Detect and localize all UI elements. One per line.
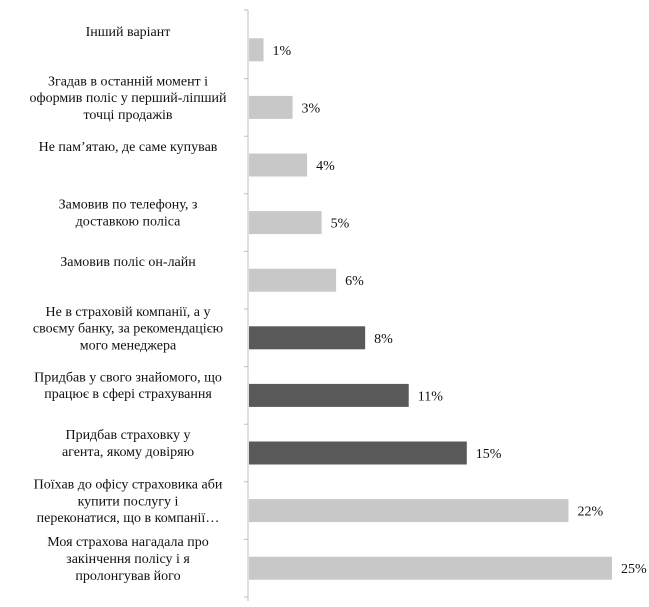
category-label-8: Придбав страховку у агента, якому довіряю — [62, 428, 194, 460]
category-label-line: своєму банку, за рекомендацією — [33, 322, 223, 337]
data-label-4: 5% — [331, 217, 350, 232]
data-label-2: 3% — [302, 101, 321, 116]
category-label-line: переконатися, що в компанії… — [37, 511, 220, 526]
category-label-6: Не в страховій компанії, а у своєму банку… — [33, 305, 223, 354]
category-label-line: агента, якому довіряю — [62, 445, 194, 460]
data-label-6: 8% — [374, 332, 393, 347]
category-label-line: Поїхав до офісу страховика аби — [34, 478, 223, 493]
data-label-3: 4% — [316, 159, 335, 174]
category-label-9: Поїхав до офісу страховика аби купити пос… — [34, 478, 223, 527]
data-label-7: 11% — [418, 389, 443, 404]
bar-2 — [249, 95, 293, 119]
category-label-5: Замовив поліс он-лайн — [60, 255, 196, 270]
category-label-line: закінчення полісу і я — [66, 552, 190, 567]
category-label-line: Інший варіант — [86, 25, 171, 40]
bar-6 — [249, 326, 366, 350]
data-label-10: 25% — [621, 562, 647, 577]
category-label-line: Згадав в останній момент і — [48, 74, 208, 89]
bars-layer — [249, 38, 612, 580]
category-label-line: Замовив поліс он-лайн — [60, 255, 196, 270]
bar-10 — [249, 556, 612, 580]
bar-3 — [249, 153, 308, 177]
category-label-line: пролонгував його — [75, 569, 180, 584]
category-label-line: точці продажів — [83, 108, 172, 123]
category-label-3: Не пам’ятаю, де саме купував — [39, 140, 218, 155]
bar-4 — [249, 211, 322, 235]
category-labels-layer: Інший варіант Згадав в останній момент і о… — [30, 25, 227, 584]
bar-9 — [249, 499, 569, 523]
data-label-5: 6% — [345, 274, 364, 289]
data-label-8: 15% — [476, 447, 502, 462]
data-label-9: 22% — [577, 505, 603, 520]
category-label-line: мого менеджера — [80, 338, 177, 353]
category-label-line: Не пам’ятаю, де саме купував — [39, 140, 218, 155]
bar-5 — [249, 268, 337, 292]
category-label-10: Моя страхова нагадала про закінчення полі… — [47, 535, 208, 584]
category-label-line: Придбав страховку у — [65, 428, 190, 443]
category-label-line: купити послугу і — [78, 494, 179, 509]
category-label-line: оформив поліс у перший-ліпший — [30, 91, 227, 106]
category-label-2: Згадав в останній момент і оформив поліс … — [30, 74, 227, 123]
category-label-1: Інший варіант — [86, 25, 171, 40]
category-label-line: Моя страхова нагадала про — [47, 535, 208, 550]
category-label-7: Придбав у свого знайомого, що працює в сф… — [34, 370, 222, 402]
category-label-line: працює в сфері страхування — [44, 387, 212, 402]
category-label-line: Придбав у свого знайомого, що — [34, 370, 222, 385]
axis-layer — [244, 9, 249, 601]
category-label-line: Не в страховій компанії, а у — [46, 305, 211, 320]
data-label-1: 1% — [273, 44, 292, 59]
bar-7 — [249, 383, 409, 407]
bar-1 — [249, 38, 264, 62]
category-label-4: Замовив по телефону, з доставкою поліса — [59, 198, 198, 230]
bar-8 — [249, 441, 467, 465]
data-labels-layer: 1% 3% 4% 5% 6% 8% 11% 15% 22% 25% — [273, 44, 647, 577]
category-label-line: Замовив по телефону, з — [59, 198, 198, 213]
category-label-line: доставкою поліса — [76, 214, 181, 229]
